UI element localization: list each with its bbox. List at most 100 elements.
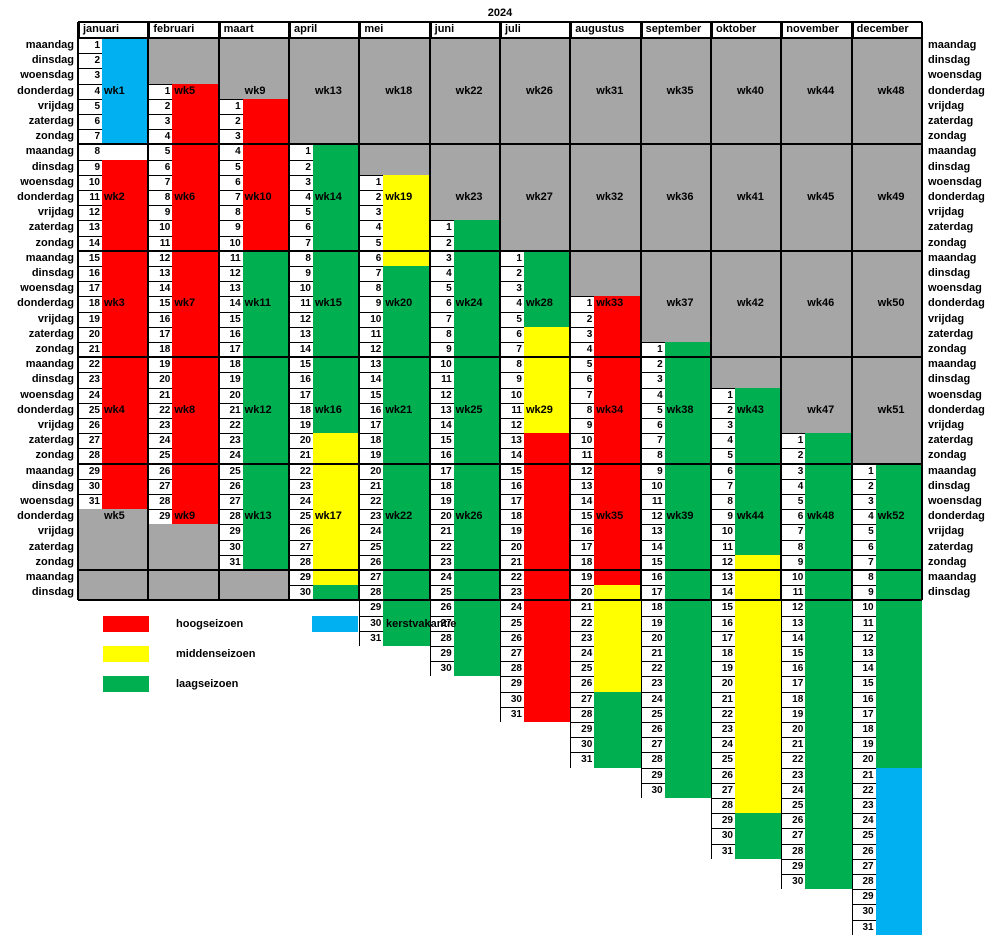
week-label: wk5 [174,84,196,97]
day-number: 14 [499,448,524,464]
day-number: 1 [570,296,595,312]
day-number: 23 [148,418,173,434]
day-number: 3 [781,463,806,479]
weekday-label: donderdag [17,403,74,416]
week-label: wk28 [525,297,553,310]
season-laag [242,250,289,570]
weekday-label: zaterdag [28,221,74,234]
day-number: 16 [148,311,173,327]
legend-label-laag: laagseizoen [176,678,239,690]
month-header-juni: juni [429,22,500,37]
day-number: 18 [499,509,524,525]
empty-cell [218,38,289,99]
week-label: wk38 [666,403,694,416]
legend-swatch-hoog [103,616,149,632]
day-number: 6 [429,296,454,312]
day-number: 20 [640,630,665,646]
day-number: 17 [359,418,384,434]
day-number: 12 [359,342,384,358]
day-number: 20 [499,539,524,555]
day-number: 9 [288,266,313,282]
day-number: 14 [781,630,806,646]
day-number: 7 [781,524,806,540]
day-number: 12 [78,205,102,221]
weekday-label: maandag [25,464,74,477]
weekday-label: donderdag [928,510,985,523]
day-number: 8 [288,250,313,266]
day-number: 13 [78,220,102,236]
column-divider [780,22,783,601]
day-number: 25 [640,706,665,722]
day-number: 1 [78,38,102,54]
day-number: 8 [499,357,524,373]
weekday-label: vrijdag [928,206,965,219]
day-number: 15 [570,509,595,525]
week-label: wk17 [314,510,342,523]
day-number: 27 [851,858,876,874]
day-number: 3 [359,205,384,221]
day-number: 30 [429,661,454,677]
week-label: wk34 [596,403,624,416]
day-number: 19 [499,524,524,540]
day-number: 21 [148,387,173,403]
week-label: wk44 [736,510,764,523]
weekday-label: woensdag [928,175,982,188]
weekday-label: woensdag [20,175,74,188]
weekday-label: dinsdag [928,479,971,492]
day-number: 18 [218,357,243,373]
week-label: wk6 [174,191,196,203]
day-number: 11 [710,539,735,555]
day-number: 25 [570,661,595,677]
day-number: 24 [429,570,454,586]
weekday-label: vrijdag [928,419,965,431]
day-number: 29 [148,509,173,525]
week-label: wk43 [736,403,764,416]
day-number: 2 [218,114,243,130]
day-number: 15 [429,433,454,449]
day-number: 20 [429,509,454,525]
day-number: 24 [218,448,243,464]
day-number: 1 [148,83,173,99]
day-number: 25 [359,539,384,555]
day-number: 20 [78,326,102,342]
column-divider [358,22,361,601]
day-number: 20 [218,387,243,403]
weekday-label: donderdag [928,84,985,97]
weekday-label: woensdag [20,69,74,82]
day-number: 17 [570,539,595,555]
day-number: 12 [851,630,876,646]
week-divider [78,37,922,39]
day-number: 16 [781,661,806,677]
day-number: 26 [781,813,806,829]
day-number: 20 [851,752,876,768]
day-number: 23 [640,676,665,692]
day-number: 20 [781,722,806,738]
day-number: 24 [710,737,735,753]
month-header-december: december [851,22,922,37]
day-number: 31 [710,843,735,859]
month-header-april: april [288,22,359,37]
day-number: 14 [218,296,243,312]
weekday-label: zondag [35,130,75,143]
day-number: 28 [499,661,524,677]
day-number: 26 [148,463,173,479]
day-number: 2 [78,53,102,69]
day-number: 8 [781,539,806,555]
day-number: 10 [148,220,173,236]
day-number: 17 [499,494,524,510]
day-number: 11 [148,235,173,251]
weekday-label: maandag [928,464,977,477]
day-number: 30 [570,737,595,753]
weekday-label: dinsdag [31,160,74,173]
day-number: 13 [640,524,665,540]
day-number: 26 [78,418,102,434]
day-number: 14 [570,494,595,510]
weekday-label: zaterdag [928,540,974,553]
day-number: 19 [148,357,173,373]
day-number: 18 [78,296,102,312]
weekday-label: dinsdag [928,54,971,67]
week-label: wk48 [877,84,905,97]
day-number: 4 [288,190,313,206]
day-number: 29 [218,524,243,540]
month-header-augustus: augustus [570,22,640,37]
